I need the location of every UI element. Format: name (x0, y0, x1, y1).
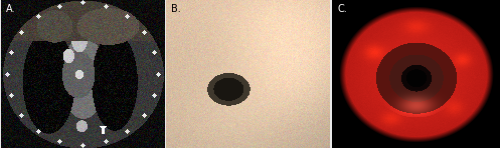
Text: A.: A. (6, 4, 16, 15)
Text: C.: C. (337, 4, 347, 15)
Text: B.: B. (171, 4, 180, 15)
